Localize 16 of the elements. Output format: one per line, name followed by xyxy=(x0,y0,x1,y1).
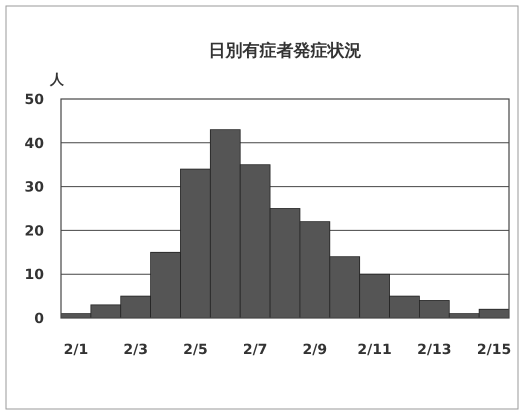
x-tick-label: 2/11 xyxy=(357,342,392,358)
x-tick-label: 2/5 xyxy=(183,342,208,358)
y-tick-label: 30 xyxy=(24,180,44,196)
x-tick-label: 2/3 xyxy=(123,342,148,358)
y-tick-label: 10 xyxy=(24,267,44,284)
y-tick-label: 50 xyxy=(24,92,44,108)
y-tick-label: 0 xyxy=(34,311,44,327)
x-tick-label: 2/7 xyxy=(242,342,268,358)
x-tick-label: 2/9 xyxy=(302,342,328,358)
x-tick-label: 2/15 xyxy=(476,342,512,358)
chart-title: 日別有症者発症状況 xyxy=(208,41,362,61)
x-tick-label: 2/1 xyxy=(64,342,88,358)
x-tick-label: 2/13 xyxy=(417,342,452,358)
y-tick-label: 20 xyxy=(24,223,44,240)
y-tick-label: 40 xyxy=(24,136,44,152)
y-axis-title: 人 xyxy=(49,72,65,88)
